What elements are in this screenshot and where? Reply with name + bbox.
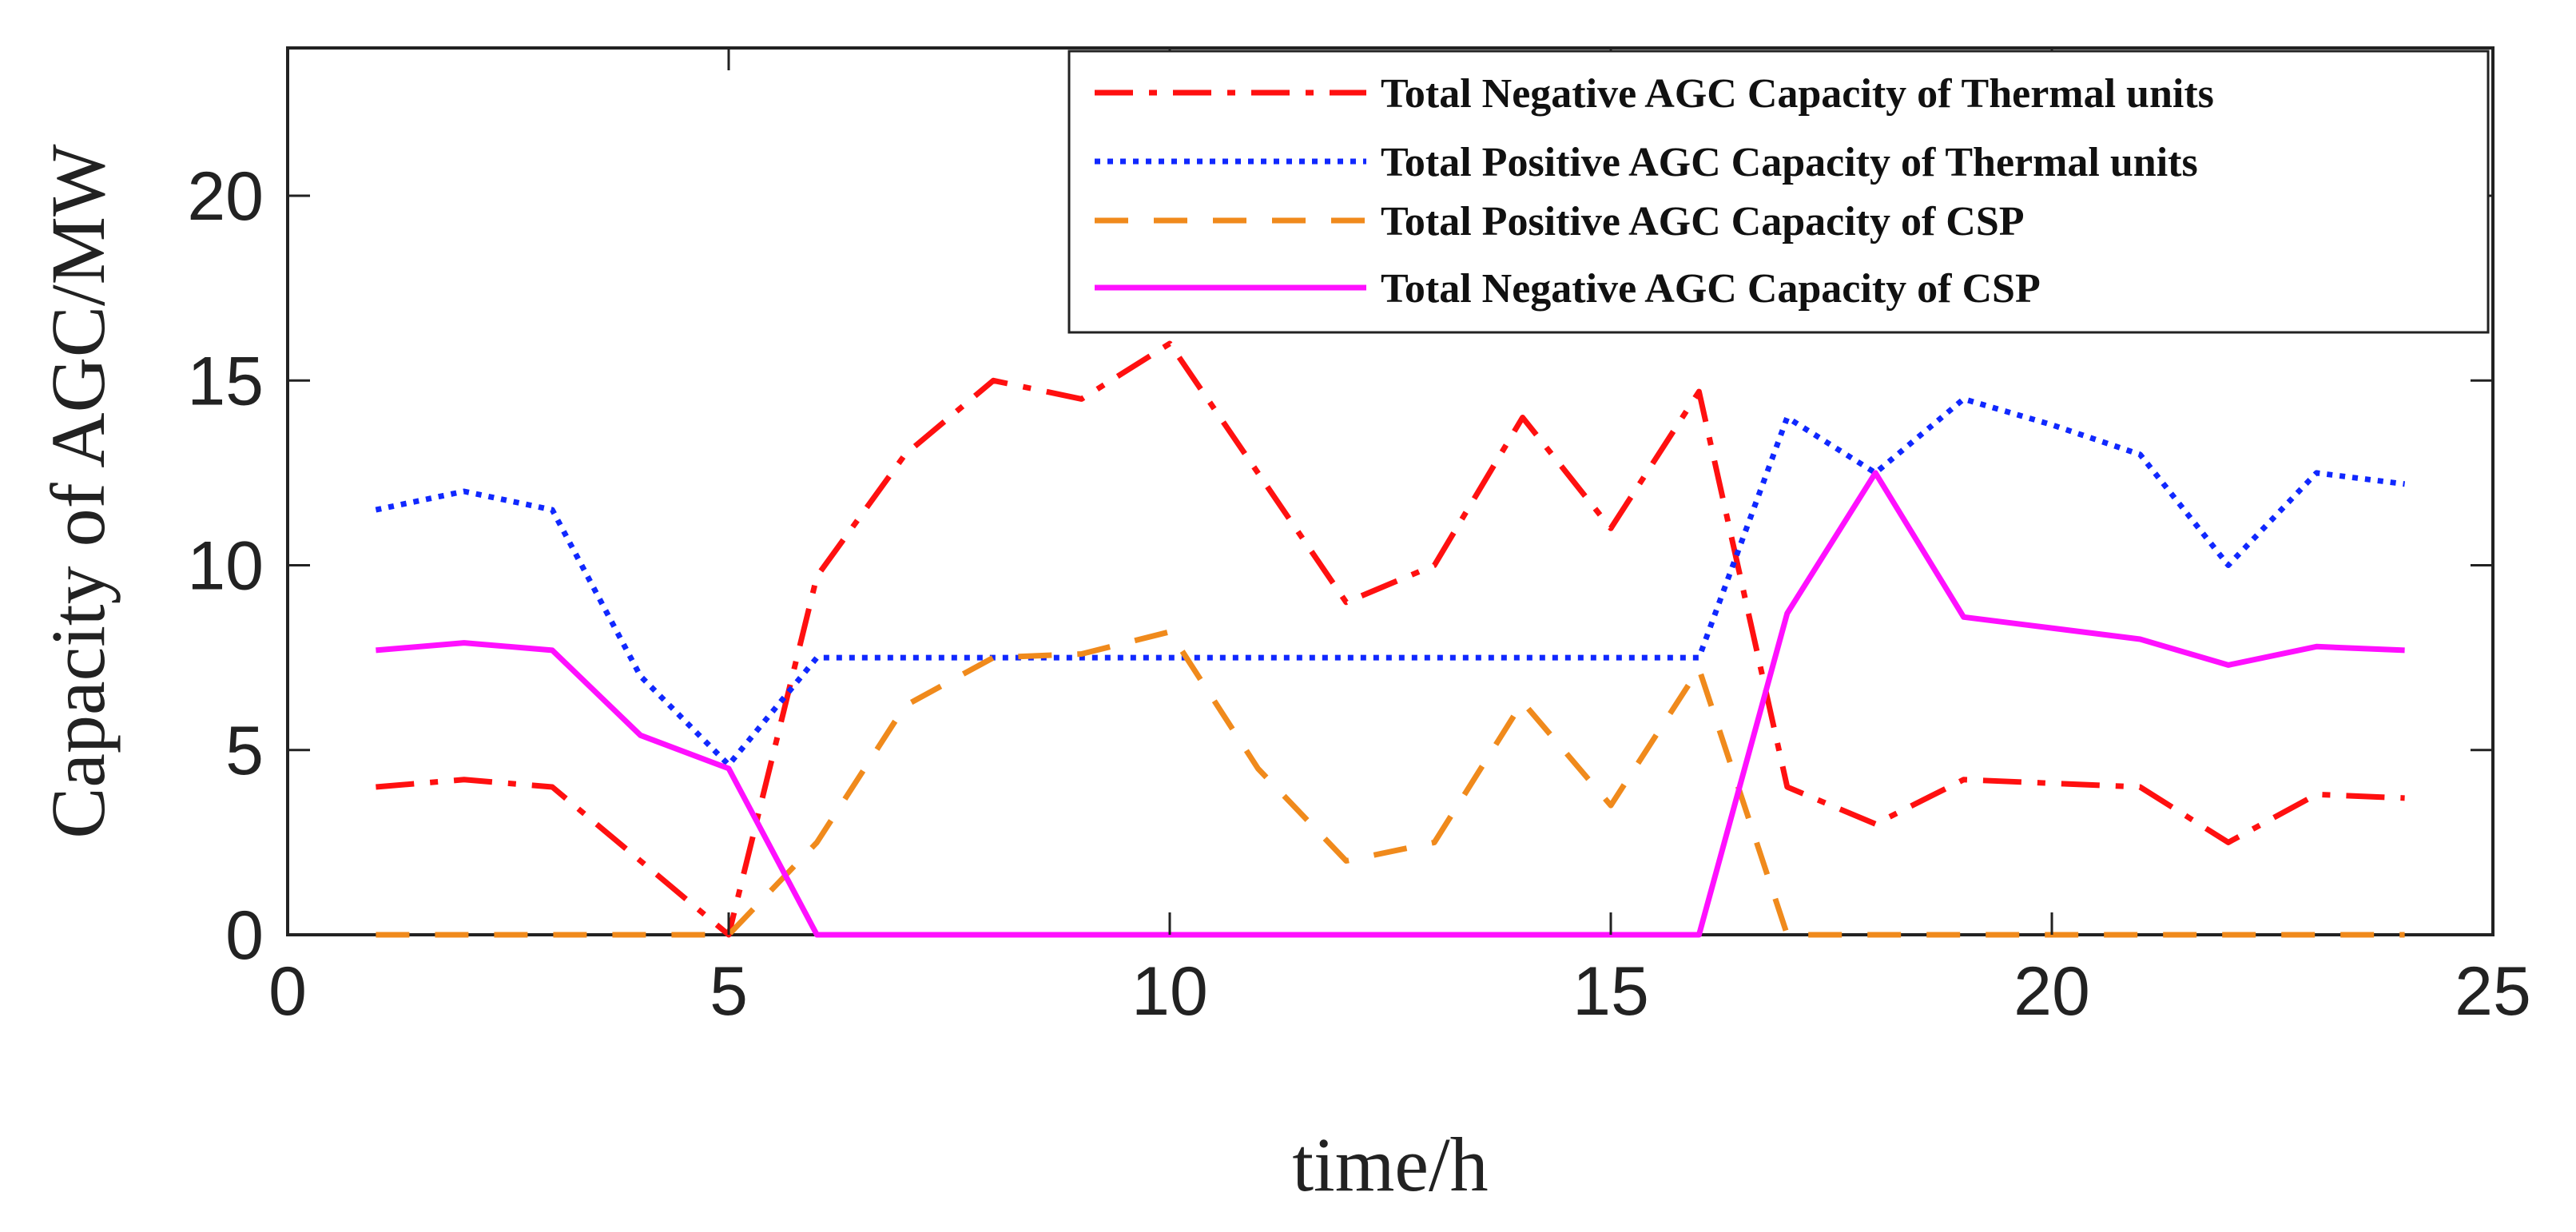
y-tick-label: 20 bbox=[187, 158, 264, 235]
x-tick-label: 10 bbox=[1131, 953, 1208, 1030]
tick-layer: 0 5 10 15 20 25 0 5 10 15 20 bbox=[187, 48, 2531, 1030]
series-line-1 bbox=[376, 340, 2405, 938]
y-tick-label: 0 bbox=[225, 897, 264, 974]
legend-label-1: Total Negative AGC Capacity of Thermal u… bbox=[1381, 71, 2214, 117]
y-axis-title: Capacity of AGC/MW bbox=[35, 144, 121, 839]
y-tick-label: 15 bbox=[187, 343, 264, 419]
legend: Total Negative AGC Capacity of Thermal u… bbox=[1067, 50, 2490, 334]
series-layer bbox=[375, 340, 2406, 938]
x-axis-title: time/h bbox=[1292, 1122, 1488, 1207]
x-tick-label: 0 bbox=[268, 953, 307, 1030]
series-line-4 bbox=[376, 470, 2405, 938]
legend-label-4: Total Negative AGC Capacity of CSP bbox=[1381, 266, 2041, 312]
series-line-2 bbox=[375, 395, 2406, 768]
x-tick-label: 5 bbox=[710, 953, 748, 1030]
y-tick-label: 10 bbox=[187, 528, 264, 605]
x-tick-label: 20 bbox=[2013, 953, 2090, 1030]
series-line-3 bbox=[376, 629, 2405, 938]
x-tick-label: 15 bbox=[1572, 953, 1649, 1030]
legend-label-2: Total Positive AGC Capacity of Thermal u… bbox=[1381, 140, 2198, 185]
x-tick-label: 25 bbox=[2455, 953, 2531, 1030]
legend-label-3: Total Positive AGC Capacity of CSP bbox=[1381, 199, 2025, 244]
y-tick-label: 5 bbox=[225, 713, 264, 789]
